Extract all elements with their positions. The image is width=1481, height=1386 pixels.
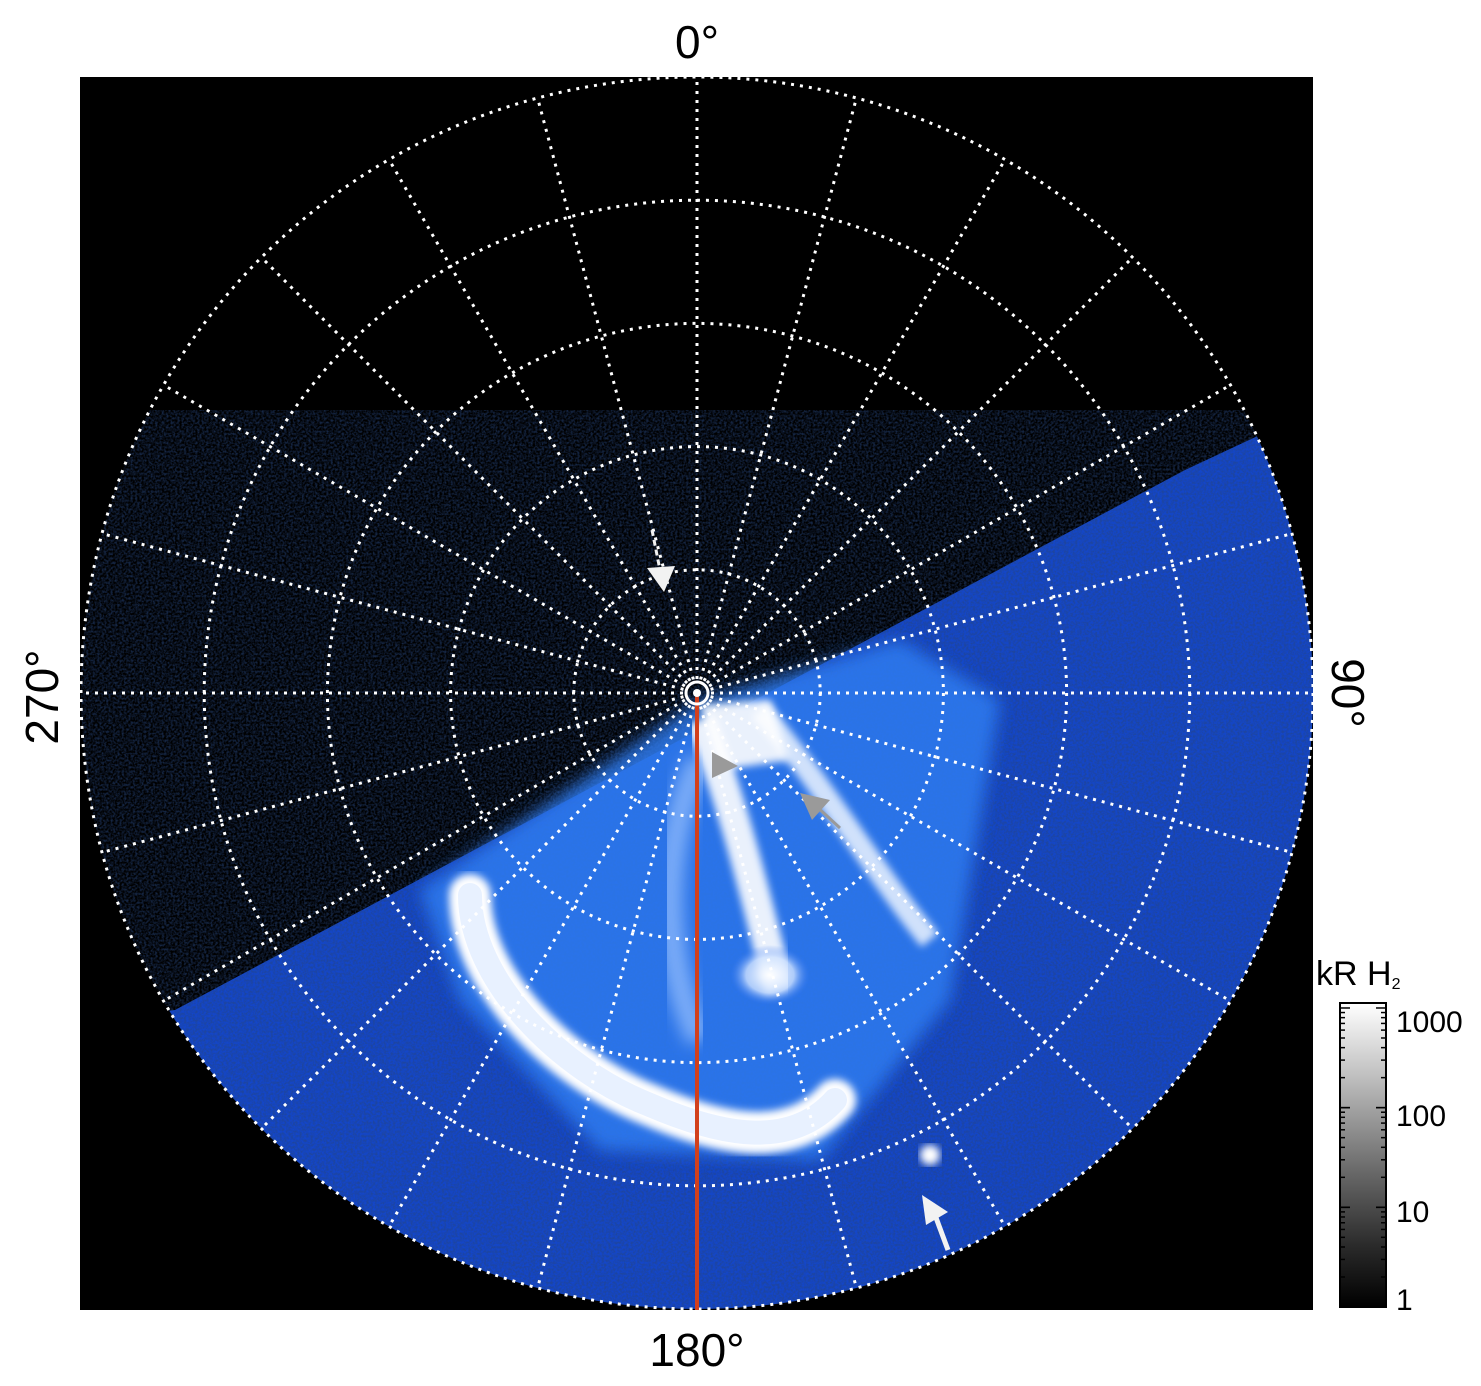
colorbar-tick-10: 10 xyxy=(1396,1196,1429,1229)
latitude-ring xyxy=(325,321,1069,1065)
longitude-meridian xyxy=(101,695,684,854)
label-0deg: 0° xyxy=(675,16,719,68)
colorbar-title: kR H2 xyxy=(1316,955,1401,993)
latitude-ring xyxy=(449,445,945,941)
longitude-meridian xyxy=(710,532,1293,691)
longitude-meridian xyxy=(260,256,689,685)
longitude-meridian xyxy=(162,698,686,1003)
longitude-meridian xyxy=(705,256,1134,685)
label-270deg: 270° xyxy=(16,649,68,744)
arrow-gray-arc xyxy=(800,793,842,830)
longitude-meridian xyxy=(702,158,1007,682)
colorbar: kR H2 1000 100 10 1 xyxy=(1316,955,1463,1317)
longitude-meridian xyxy=(387,704,692,1228)
longitude-meridian xyxy=(708,383,1232,688)
longitude-meridian xyxy=(387,158,692,682)
arrow-gray-pole xyxy=(712,752,738,778)
longitude-meridian xyxy=(699,97,858,680)
longitude-meridian xyxy=(708,698,1232,1003)
colorbar-ticks xyxy=(1340,1007,1386,1308)
arrow-white-north xyxy=(647,529,675,592)
longitude-meridian xyxy=(101,532,684,691)
latitude-ring xyxy=(80,77,1313,1310)
colorbar-tick-1000: 1000 xyxy=(1396,1006,1463,1039)
label-180deg: 180° xyxy=(649,1324,744,1376)
pole-marker xyxy=(684,680,710,706)
longitude-meridian xyxy=(260,701,689,1130)
longitude-meridian xyxy=(705,701,1134,1130)
colorbar-tick-100: 100 xyxy=(1396,1100,1446,1133)
longitude-meridian xyxy=(699,706,858,1289)
longitude-meridian xyxy=(162,383,686,688)
longitude-meridian xyxy=(536,706,695,1289)
arrow-white-south xyxy=(922,1195,951,1251)
label-90deg: 90° xyxy=(1322,658,1374,728)
polar-grid xyxy=(80,77,1313,1310)
colorbar-tick-1: 1 xyxy=(1396,1284,1413,1317)
longitude-meridian xyxy=(702,704,1007,1228)
colorbar-gradient xyxy=(1339,1002,1387,1308)
longitude-meridian xyxy=(710,695,1293,854)
